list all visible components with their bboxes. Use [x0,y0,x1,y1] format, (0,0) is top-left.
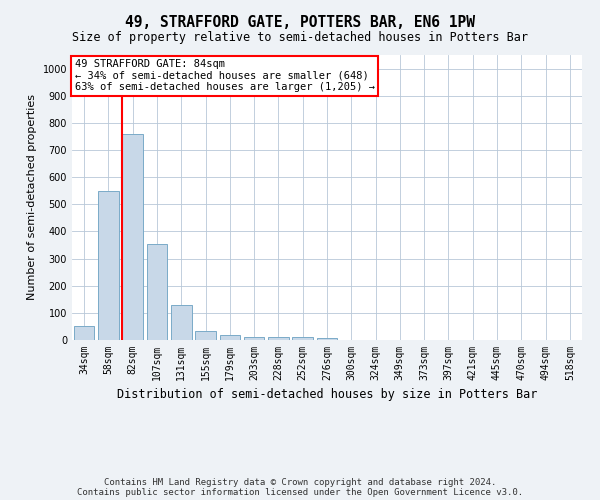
Bar [122,134,143,340]
Bar [98,190,119,340]
Bar [220,335,240,340]
Y-axis label: Number of semi-detached properties: Number of semi-detached properties [27,94,37,300]
Text: Contains HM Land Registry data © Crown copyright and database right 2024.
Contai: Contains HM Land Registry data © Crown c… [77,478,523,497]
Bar [171,306,191,340]
Bar [317,338,337,340]
Bar [292,338,313,340]
Text: Size of property relative to semi-detached houses in Potters Bar: Size of property relative to semi-detach… [72,31,528,44]
Text: 49 STRAFFORD GATE: 84sqm
← 34% of semi-detached houses are smaller (648)
63% of : 49 STRAFFORD GATE: 84sqm ← 34% of semi-d… [74,60,374,92]
X-axis label: Distribution of semi-detached houses by size in Potters Bar: Distribution of semi-detached houses by … [117,388,537,402]
Bar [268,338,289,340]
Bar [146,244,167,340]
Bar [244,338,265,340]
Bar [195,330,216,340]
Text: 49, STRAFFORD GATE, POTTERS BAR, EN6 1PW: 49, STRAFFORD GATE, POTTERS BAR, EN6 1PW [125,15,475,30]
Bar [74,326,94,340]
